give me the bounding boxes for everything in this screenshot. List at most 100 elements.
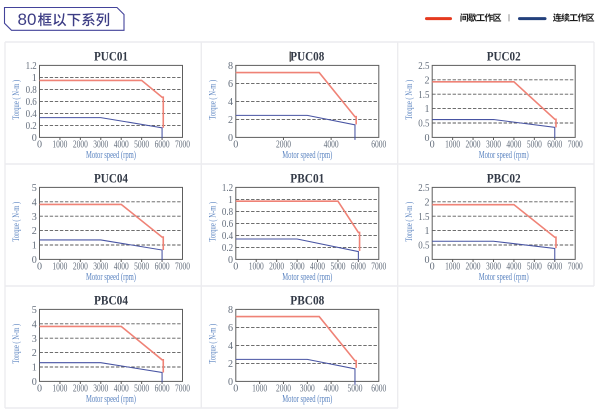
svg-text:5000: 5000: [330, 262, 345, 273]
svg-text:5: 5: [32, 183, 37, 194]
svg-text:1: 1: [228, 195, 233, 206]
svg-text:4000: 4000: [114, 384, 129, 395]
svg-text:3: 3: [32, 334, 37, 345]
svg-text:Torque ( N-m ): Torque ( N-m ): [11, 80, 22, 120]
svg-text:Motor speed (rpm): Motor speed (rpm): [86, 394, 136, 405]
svg-text:0.5: 0.5: [418, 119, 429, 130]
svg-text:7000: 7000: [175, 384, 190, 395]
svg-text:2: 2: [32, 226, 37, 237]
svg-text:0.2: 0.2: [26, 121, 37, 132]
svg-text:3000: 3000: [290, 262, 305, 273]
svg-text:0.4: 0.4: [26, 109, 37, 120]
svg-text:6: 6: [228, 79, 233, 90]
svg-text:3000: 3000: [93, 384, 108, 395]
svg-text:4000: 4000: [114, 140, 129, 151]
svg-text:2000: 2000: [269, 262, 284, 273]
svg-text:0: 0: [32, 255, 37, 266]
svg-text:6000: 6000: [547, 140, 562, 151]
svg-text:1000: 1000: [445, 262, 460, 273]
svg-text:Motor speed (rpm): Motor speed (rpm): [86, 272, 136, 283]
svg-text:0: 0: [228, 133, 233, 144]
svg-text:80: 80: [18, 10, 37, 29]
svg-text:0.8: 0.8: [222, 207, 233, 218]
svg-text:2000: 2000: [73, 140, 88, 151]
svg-text:0: 0: [424, 133, 429, 144]
svg-text:0: 0: [32, 377, 37, 388]
svg-text:5: 5: [32, 305, 37, 316]
svg-text:2000: 2000: [466, 262, 481, 273]
svg-text:PUC02: PUC02: [487, 49, 521, 63]
svg-text:4000: 4000: [324, 384, 339, 395]
svg-text:6000: 6000: [351, 262, 366, 273]
svg-text:PBC01: PBC01: [290, 171, 324, 185]
svg-text:7000: 7000: [175, 140, 190, 151]
svg-text:Motor speed (rpm): Motor speed (rpm): [479, 272, 529, 283]
svg-text:0: 0: [37, 262, 42, 273]
svg-text:1000: 1000: [52, 140, 67, 151]
svg-text:Torque ( N-m ): Torque ( N-m ): [208, 324, 219, 364]
svg-text:6000: 6000: [547, 262, 562, 273]
svg-text:3: 3: [32, 212, 37, 223]
svg-text:3000: 3000: [486, 262, 501, 273]
svg-text:1000: 1000: [252, 384, 267, 395]
svg-text:0: 0: [430, 140, 435, 151]
svg-text:0.6: 0.6: [222, 219, 233, 230]
svg-text:0: 0: [233, 140, 238, 151]
svg-text:2: 2: [424, 197, 429, 208]
svg-text:2.5: 2.5: [418, 61, 429, 72]
svg-text:0: 0: [424, 255, 429, 266]
svg-text:0: 0: [37, 140, 42, 151]
svg-text:2000: 2000: [73, 384, 88, 395]
svg-text:1.2: 1.2: [222, 183, 233, 194]
svg-text:1.5: 1.5: [418, 212, 429, 223]
svg-text:5000: 5000: [134, 384, 149, 395]
svg-text:0.4: 0.4: [222, 231, 233, 242]
svg-text:6000: 6000: [371, 140, 386, 151]
svg-text:5000: 5000: [347, 384, 362, 395]
svg-text:Motor speed (rpm): Motor speed (rpm): [86, 150, 136, 161]
svg-text:Torque ( N-m ): Torque ( N-m ): [404, 202, 415, 242]
svg-text:0: 0: [228, 377, 233, 388]
svg-text:2: 2: [228, 359, 233, 370]
svg-text:7000: 7000: [175, 262, 190, 273]
svg-text:2000: 2000: [276, 140, 291, 151]
svg-text:6000: 6000: [371, 384, 386, 395]
svg-text:3000: 3000: [93, 140, 108, 151]
svg-text:4000: 4000: [114, 262, 129, 273]
svg-text:1000: 1000: [52, 384, 67, 395]
svg-text:3000: 3000: [486, 140, 501, 151]
svg-text:7000: 7000: [568, 262, 583, 273]
svg-text:8: 8: [228, 305, 233, 316]
svg-text:0: 0: [233, 384, 238, 395]
svg-text:Motor speed (rpm): Motor speed (rpm): [282, 150, 332, 161]
svg-text:Torque ( N-m ): Torque ( N-m ): [11, 324, 22, 364]
svg-text:4000: 4000: [506, 140, 521, 151]
svg-text:PUC08: PUC08: [290, 49, 324, 63]
svg-text:6000: 6000: [155, 384, 170, 395]
svg-text:4: 4: [228, 97, 233, 108]
svg-text:PUC04: PUC04: [94, 171, 128, 185]
svg-text:1000: 1000: [52, 262, 67, 273]
svg-text:7000: 7000: [371, 262, 386, 273]
svg-text:4: 4: [32, 319, 37, 330]
svg-text:2: 2: [228, 115, 233, 126]
svg-text:6000: 6000: [155, 140, 170, 151]
svg-text:0: 0: [430, 262, 435, 273]
svg-text:1: 1: [32, 73, 37, 84]
svg-text:Torque ( N-m ): Torque ( N-m ): [208, 202, 219, 242]
svg-text:1: 1: [424, 226, 429, 237]
svg-text:PUC01: PUC01: [94, 49, 128, 63]
svg-text:5000: 5000: [134, 262, 149, 273]
svg-text:4: 4: [32, 197, 37, 208]
svg-text:Torque ( N-m ): Torque ( N-m ): [208, 80, 219, 120]
svg-text:2: 2: [32, 348, 37, 359]
svg-text:2: 2: [424, 75, 429, 86]
svg-text:2000: 2000: [276, 384, 291, 395]
svg-text:PBC02: PBC02: [487, 171, 521, 185]
svg-text:2000: 2000: [73, 262, 88, 273]
svg-text:7000: 7000: [568, 140, 583, 151]
svg-text:4000: 4000: [310, 262, 325, 273]
svg-text:2.5: 2.5: [418, 183, 429, 194]
svg-text:Motor speed (rpm): Motor speed (rpm): [479, 150, 529, 161]
svg-text:0: 0: [32, 133, 37, 144]
